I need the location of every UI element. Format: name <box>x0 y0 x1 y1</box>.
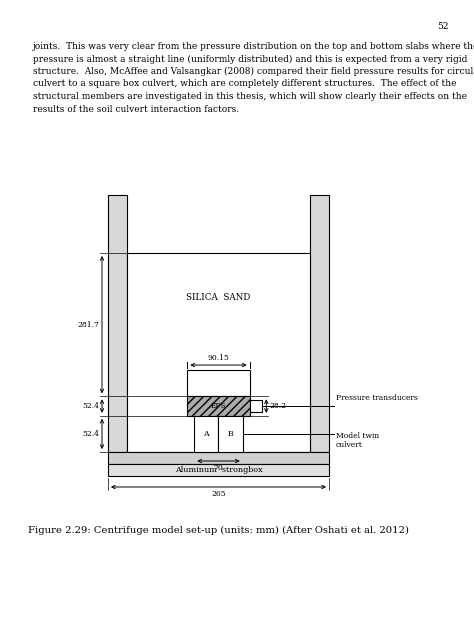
Text: EPS: EPS <box>211 402 226 410</box>
Bar <box>108 195 127 452</box>
Text: 281.7: 281.7 <box>77 320 99 329</box>
Text: 52.4: 52.4 <box>82 402 99 410</box>
Text: pressure is almost a straight line (uniformly distributed) and this is expected : pressure is almost a straight line (unif… <box>33 54 467 64</box>
Text: culvert to a square box culvert, which are completely different structures.  The: culvert to a square box culvert, which a… <box>33 80 456 88</box>
Bar <box>187 396 250 416</box>
Text: Model twin
culvert: Model twin culvert <box>336 432 379 449</box>
Bar <box>127 253 310 452</box>
Text: Pressure transducers: Pressure transducers <box>336 394 418 402</box>
Bar <box>108 464 329 476</box>
Text: 70: 70 <box>214 464 223 472</box>
Text: B: B <box>228 430 234 438</box>
Bar <box>250 400 262 413</box>
Text: structure.  Also, McAffee and Valsangkar (2008) compared their field pressure re: structure. Also, McAffee and Valsangkar … <box>33 67 474 76</box>
Bar <box>108 452 329 464</box>
Text: 28.2: 28.2 <box>269 402 286 410</box>
Text: results of the soil culvert interaction factors.: results of the soil culvert interaction … <box>33 104 239 114</box>
Bar <box>310 195 329 452</box>
Bar <box>219 416 243 452</box>
Text: structural members are investigated in this thesis, which will show clearly thei: structural members are investigated in t… <box>33 92 467 101</box>
Bar <box>187 370 250 396</box>
Bar <box>194 416 219 452</box>
Text: SILICA  SAND: SILICA SAND <box>186 293 251 303</box>
Text: 52.4: 52.4 <box>82 430 99 438</box>
Text: joints.  This was very clear from the pressure distribution on the top and botto: joints. This was very clear from the pre… <box>33 42 474 51</box>
Text: 52: 52 <box>437 22 449 31</box>
Text: 90.15: 90.15 <box>208 354 229 362</box>
Text: Figure 2.29: Centrifuge model set-up (units: mm) (After Oshati et al. 2012): Figure 2.29: Centrifuge model set-up (un… <box>28 526 409 535</box>
Text: Aluminum  strongbox: Aluminum strongbox <box>175 466 262 474</box>
Text: A: A <box>203 430 210 438</box>
Text: 265: 265 <box>211 490 226 498</box>
